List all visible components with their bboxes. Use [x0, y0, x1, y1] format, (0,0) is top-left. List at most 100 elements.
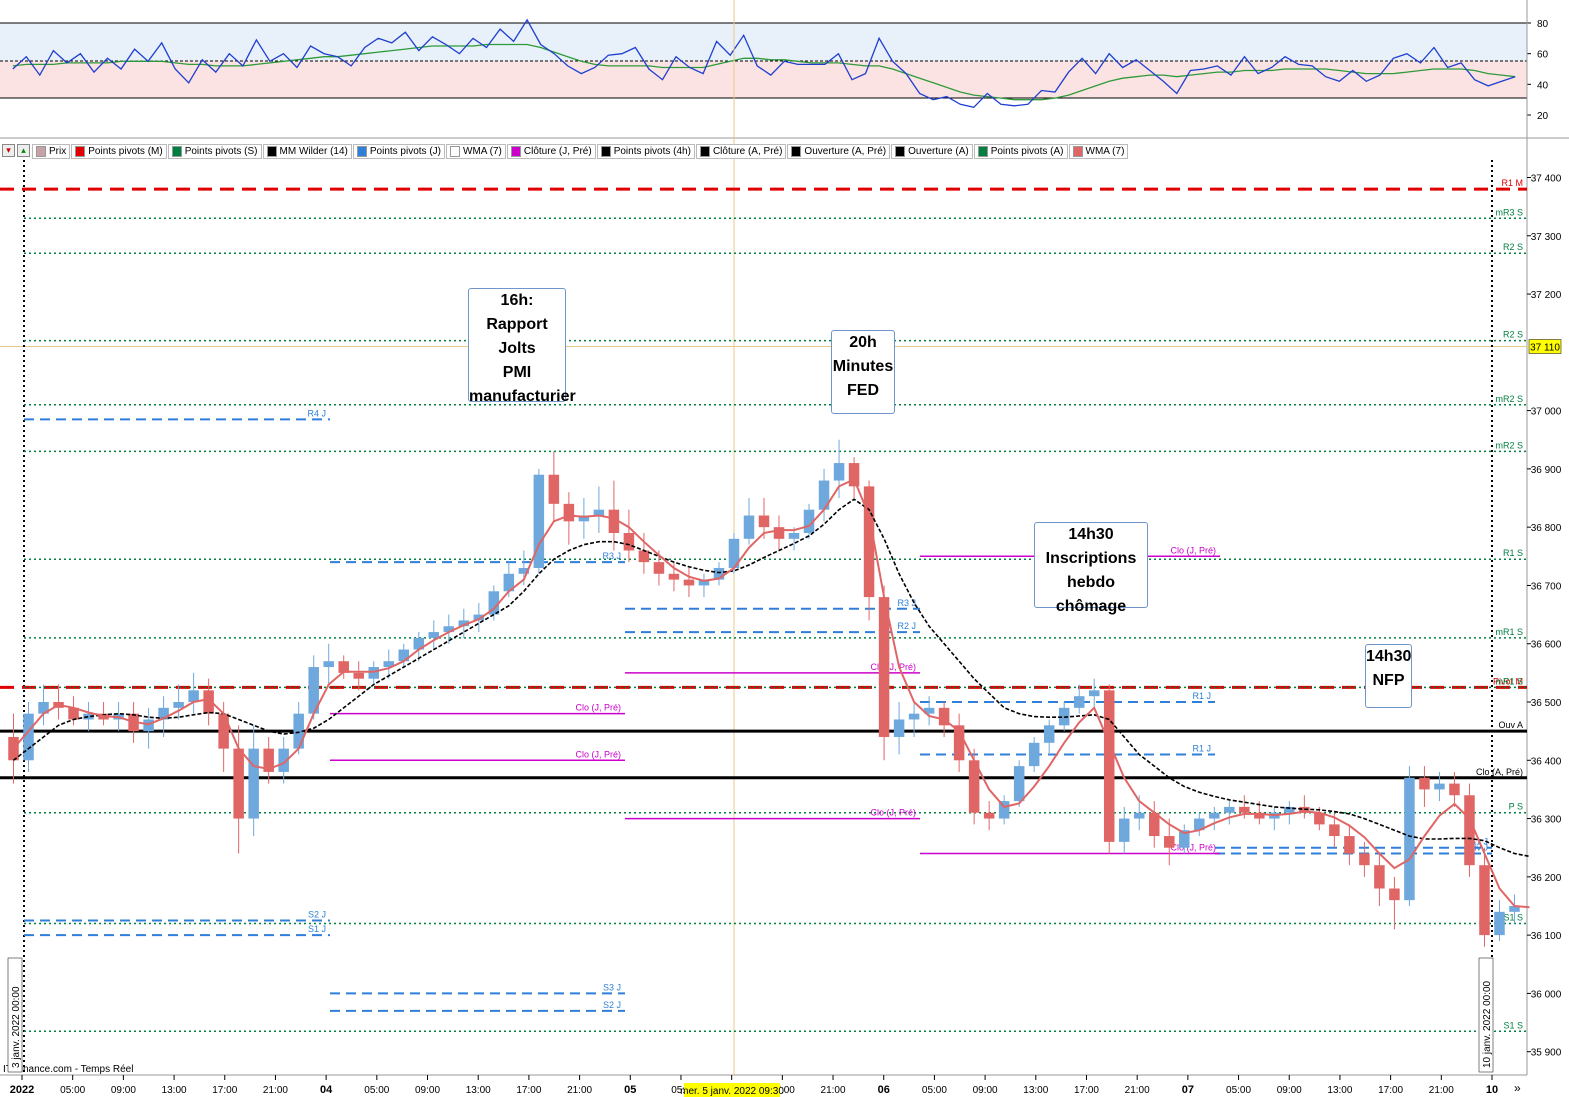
candle — [83, 702, 94, 732]
candle-body — [1103, 690, 1115, 842]
candle — [23, 702, 34, 772]
pivot-level-label: S3 J — [603, 982, 621, 992]
legend-item-pivots-m[interactable]: Points pivots (M) — [71, 144, 167, 159]
session-label-end: 10 janv. 2022 00:00 — [1478, 957, 1494, 1073]
session-start-label: 3 janv. 2022 00:00 — [11, 986, 22, 1068]
expand-up-button[interactable]: ▴ — [17, 144, 30, 157]
y-tick-label: 36 600 — [1531, 640, 1562, 651]
candle — [593, 486, 605, 533]
legend-item-prix[interactable]: Prix — [32, 144, 71, 159]
legend-item-mm-wilder[interactable]: MM Wilder (14) — [262, 144, 352, 159]
legend-item-cloture-a[interactable]: Clôture (A, Pré) — [695, 144, 787, 159]
pivot-levels: R1 M Pivot M mR3 S R2 S R2 S mR2 S mR2 S R1 S mR… — [0, 178, 1527, 1033]
y-tick-label: 36 400 — [1531, 756, 1562, 767]
session-label-start: 3 janv. 2022 00:00 — [7, 957, 23, 1073]
candle — [293, 702, 304, 755]
candle-body — [923, 707, 935, 714]
candle — [1314, 806, 1325, 831]
wma-line — [12, 478, 1530, 909]
x-tick-label: 09:00 — [1277, 1085, 1302, 1096]
candle — [1269, 806, 1280, 831]
candle-body — [758, 515, 770, 528]
x-tick-label: 2022 — [10, 1084, 34, 1096]
candle-body — [593, 509, 605, 516]
candle-body — [518, 567, 530, 574]
candle — [308, 655, 319, 720]
candle — [1209, 806, 1220, 831]
legend-swatch — [36, 146, 46, 157]
candle — [668, 562, 680, 592]
x-axis: 2022 05:00 09:00 13:00 17:00 21:00 04 05:00 09:0… — [10, 1075, 1498, 1096]
legend-item-pivots-s[interactable]: Points pivots (S) — [167, 144, 262, 159]
legend-item-ouverture-a[interactable]: Ouverture (A) — [891, 144, 973, 159]
candle-body — [863, 486, 875, 598]
candle-body — [728, 538, 740, 568]
y-tick-label: 36 000 — [1531, 989, 1562, 1000]
pivot-level-label: mR2 S — [1495, 440, 1523, 450]
x-tick-label: 05:0 — [671, 1085, 691, 1096]
pivot-level-label: Clo (A, Pré) — [1476, 767, 1523, 777]
legend-item-cloture-j[interactable]: Clôture (J, Pré) — [506, 144, 596, 159]
candle — [203, 678, 214, 726]
current-price-tag: 37 110 — [1528, 339, 1562, 354]
x-tick-label: 10 — [1486, 1084, 1498, 1096]
candle-body — [1479, 865, 1490, 936]
x-tick-label: 05 — [624, 1084, 636, 1096]
collapse-down-button[interactable]: ▾ — [2, 144, 15, 157]
candle — [1284, 801, 1295, 825]
pivot-level-label: R2 S — [1503, 330, 1523, 340]
scroll-right-arrow[interactable]: » — [1514, 1081, 1521, 1095]
candle — [398, 643, 410, 668]
candle-body — [713, 567, 725, 580]
legend-item-wma[interactable]: WMA (7) — [446, 144, 506, 159]
legend-item-pivots-a[interactable]: Points pivots (A) — [973, 144, 1068, 159]
candle — [263, 736, 274, 784]
y-tick-label: 35 900 — [1531, 1048, 1562, 1059]
candle — [353, 661, 364, 691]
annotation-nfp: 14h30 NFP — [1365, 644, 1412, 708]
candle-body — [788, 532, 800, 539]
legend-swatch — [356, 146, 367, 157]
candle — [1329, 812, 1340, 848]
candle-body — [1449, 783, 1460, 796]
candle — [1164, 818, 1175, 866]
y-tick-label: 36 300 — [1531, 815, 1562, 826]
x-tick-label: 17:00 — [770, 1085, 795, 1096]
candle — [1194, 812, 1205, 837]
candle — [878, 585, 890, 761]
legend-item-pivots-j[interactable]: Points pivots (J) — [352, 144, 445, 159]
pivot-level-label: R3 J — [897, 598, 916, 608]
candle-body — [233, 748, 244, 819]
candle — [998, 795, 1010, 825]
rsi-overbought-zone — [0, 23, 1527, 61]
pivot-level-label: R4 J — [307, 408, 326, 418]
candle — [983, 801, 995, 831]
x-tick-label: 17:00 — [1074, 1085, 1099, 1096]
candle-body — [1434, 783, 1445, 790]
candle — [473, 602, 485, 633]
candle-body — [803, 509, 815, 533]
legend-item-wma-2[interactable]: WMA (7) — [1068, 144, 1129, 159]
y-tick-label: 36 200 — [1531, 873, 1562, 884]
y-tick-label: 37 200 — [1531, 290, 1562, 301]
rsi-tick-label: 60 — [1537, 50, 1549, 61]
candle-body — [353, 672, 364, 679]
x-tick-label: 13:00 — [1327, 1085, 1352, 1096]
cursor-date-label: mer. 5 janv. 2022 09:30 — [680, 1083, 784, 1097]
candle — [143, 707, 154, 749]
candle-body — [173, 702, 184, 708]
candle-body — [1359, 853, 1370, 866]
pivot-level-label: Clo (J, Pré) — [870, 662, 916, 672]
candle — [833, 439, 845, 499]
legend-item-ouverture-a-pre[interactable]: Ouverture (A, Pré) — [787, 144, 891, 159]
x-tick-label: 07 — [1182, 1084, 1194, 1096]
candle — [548, 451, 560, 522]
legend-item-pivots-4h[interactable]: Points pivots (4h) — [596, 144, 695, 159]
candle — [278, 736, 289, 784]
candle — [1389, 876, 1400, 930]
candle-body — [1224, 806, 1235, 813]
x-tick-label: 21:00 — [567, 1085, 592, 1096]
pivot-level-label: Clo (J, Pré) — [1170, 843, 1216, 853]
candle-body — [248, 748, 259, 819]
